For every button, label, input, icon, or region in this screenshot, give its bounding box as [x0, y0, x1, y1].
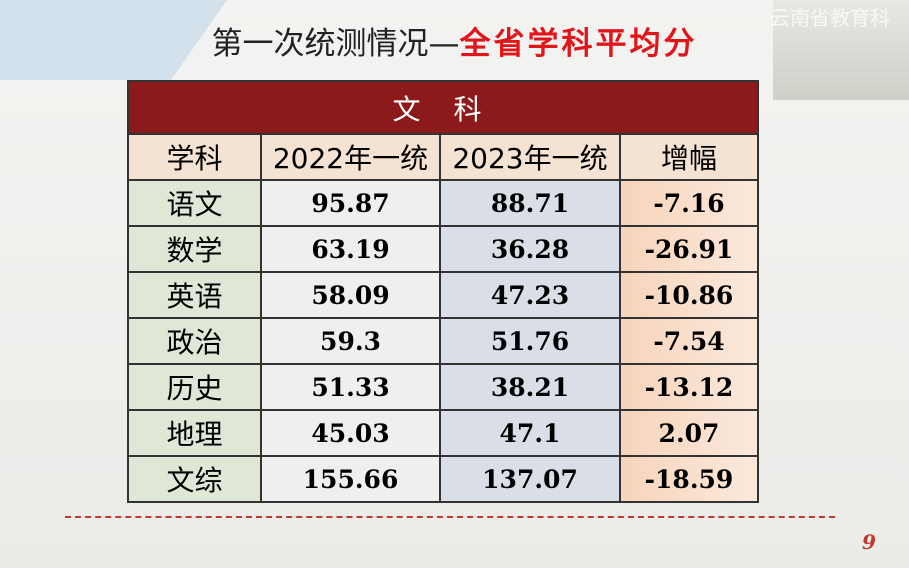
value-cell: -10.86: [619, 271, 759, 319]
value-cell: 95.87: [260, 179, 441, 227]
column-header: 学科: [127, 133, 262, 181]
column-header: 2023年一统: [439, 133, 621, 181]
title-highlight: 全省学科平均分: [459, 26, 698, 62]
table-row: 历史 51.33 38.21 -13.12: [127, 363, 759, 411]
value-cell: 47.23: [439, 271, 621, 319]
value-cell: 51.33: [260, 363, 441, 411]
watermark: 云南省教育科: [770, 6, 890, 30]
table-row: 文综 155.66 137.07 -18.59: [127, 455, 759, 503]
title-main: 第一次统测情况—: [211, 26, 460, 62]
value-cell: -13.12: [619, 363, 759, 411]
video-inset: [773, 0, 909, 100]
value-cell: -26.91: [619, 225, 759, 273]
value-cell: 88.71: [439, 179, 621, 227]
subject-cell: 语文: [127, 179, 262, 227]
page-number: 9: [862, 530, 876, 554]
table-row: 地理 45.03 47.1 2.07: [127, 409, 759, 457]
subject-cell: 政治: [127, 317, 262, 365]
caption-row: 文 科: [127, 80, 759, 135]
value-cell: 2.07: [619, 409, 759, 457]
header-row: 学科 2022年一统 2023年一统 增幅: [127, 133, 759, 181]
value-cell: 59.3: [260, 317, 441, 365]
subject-cell: 地理: [127, 409, 262, 457]
value-cell: -7.16: [619, 179, 759, 227]
value-cell: 36.28: [439, 225, 621, 273]
value-cell: 51.76: [439, 317, 621, 365]
value-cell: -18.59: [619, 455, 759, 503]
value-cell: 155.66: [260, 455, 441, 503]
value-cell: 63.19: [260, 225, 441, 273]
column-header: 增幅: [619, 133, 759, 181]
subject-cell: 英语: [127, 271, 262, 319]
value-cell: 38.21: [439, 363, 621, 411]
table-row: 语文 95.87 88.71 -7.16: [127, 179, 759, 227]
value-cell: 47.1: [439, 409, 621, 457]
table-row: 政治 59.3 51.76 -7.54: [127, 317, 759, 365]
divider: [65, 516, 835, 518]
table-row: 英语 58.09 47.23 -10.86: [127, 271, 759, 319]
table-caption: 文 科: [127, 80, 759, 135]
slide-title: 第一次统测情况—全省学科平均分: [0, 18, 909, 63]
value-cell: 45.03: [260, 409, 441, 457]
score-table: 文 科学科 2022年一统 2023年一统 增幅 语文 95.87 88.71 -7.16 数学…: [127, 80, 759, 503]
value-cell: -7.54: [619, 317, 759, 365]
subject-cell: 历史: [127, 363, 262, 411]
value-cell: 137.07: [439, 455, 621, 503]
subject-cell: 数学: [127, 225, 262, 273]
subject-cell: 文综: [127, 455, 262, 503]
table-row: 数学 63.19 36.28 -26.91: [127, 225, 759, 273]
value-cell: 58.09: [260, 271, 441, 319]
column-header: 2022年一统: [260, 133, 441, 181]
